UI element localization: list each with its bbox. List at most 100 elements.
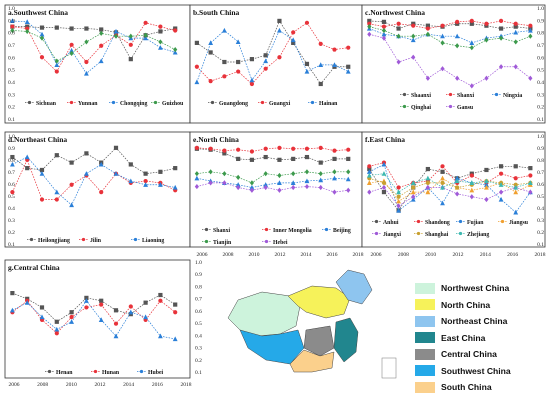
data-point xyxy=(249,77,255,83)
panel-b-south-china: b.South China Guangdong Guangxi Hainan xyxy=(189,4,363,124)
data-point xyxy=(345,68,351,74)
y-tick-label: 0.6 xyxy=(8,55,15,61)
data-point xyxy=(366,169,372,174)
legend-label-jilin: Jilin xyxy=(90,238,102,244)
y-tick-label: 0.9 xyxy=(8,18,15,24)
y-tick-label: 0.6 xyxy=(537,182,544,188)
data-point xyxy=(513,182,518,187)
data-point xyxy=(455,43,460,49)
data-point xyxy=(367,21,372,26)
legend-label: Northeast China xyxy=(441,316,508,327)
data-point xyxy=(469,187,475,193)
data-point xyxy=(498,26,504,31)
data-point xyxy=(528,173,533,178)
data-point xyxy=(346,156,351,162)
legend-label-chongqing: Chongqing xyxy=(120,101,147,107)
data-point xyxy=(84,39,89,45)
data-point xyxy=(158,182,163,187)
data-point xyxy=(367,31,372,37)
data-point xyxy=(263,53,268,58)
legend-label: East China xyxy=(441,332,486,343)
data-point xyxy=(222,180,227,186)
data-point xyxy=(54,69,59,74)
data-point xyxy=(113,333,119,339)
map-region-north-china xyxy=(287,285,351,319)
data-point xyxy=(367,166,372,172)
data-point xyxy=(318,184,323,191)
data-point xyxy=(513,21,518,26)
legend-marker xyxy=(93,369,98,374)
series-line-shaanxi xyxy=(369,20,531,29)
data-point xyxy=(513,64,518,70)
data-point xyxy=(513,29,519,35)
data-point xyxy=(440,180,445,185)
data-point xyxy=(54,197,59,202)
x-tick-label: 2010 xyxy=(249,252,260,258)
data-point xyxy=(128,42,133,47)
data-point xyxy=(158,29,163,34)
data-point xyxy=(10,24,15,29)
data-point xyxy=(346,147,351,152)
data-point xyxy=(396,198,401,204)
y-tick-label: 0.4 xyxy=(8,206,15,212)
data-point xyxy=(25,28,30,35)
data-point xyxy=(528,33,533,39)
data-point xyxy=(128,309,134,315)
data-point xyxy=(332,169,337,175)
panel-title: f.East China xyxy=(365,135,405,144)
data-point xyxy=(318,62,324,67)
y-tick-label: 0.2 xyxy=(8,230,15,236)
data-point xyxy=(454,178,460,184)
legend-label-guizhou: Guizhou xyxy=(162,101,184,107)
data-point xyxy=(249,180,255,186)
data-point xyxy=(24,300,30,305)
y-tick-label: 1.0 xyxy=(195,260,202,266)
legend-label-hubei: Hubei xyxy=(148,370,164,376)
legend-marker xyxy=(27,100,32,105)
data-point xyxy=(484,178,489,184)
data-point xyxy=(69,160,74,165)
data-point xyxy=(194,79,200,85)
panel-g-central-china: g.Central China Henan Hunan Hubei xyxy=(4,259,191,379)
legend-label-guangxi: Guangxi xyxy=(269,101,291,107)
map-region-northeast-china xyxy=(335,269,373,305)
data-point xyxy=(194,175,200,181)
data-point xyxy=(143,178,148,184)
data-point xyxy=(381,184,387,191)
y-tick-label: 0.1 xyxy=(537,117,544,123)
data-point xyxy=(440,33,445,39)
data-point xyxy=(425,31,430,37)
data-point xyxy=(69,202,74,208)
x-tick-label: 2018 xyxy=(181,382,192,388)
data-point xyxy=(194,40,199,45)
data-point xyxy=(54,153,59,158)
data-point xyxy=(440,66,445,72)
panel-title: b.South China xyxy=(193,8,240,17)
data-point xyxy=(24,19,30,24)
series-line-liaoning xyxy=(12,156,176,206)
data-point xyxy=(411,185,416,190)
data-point xyxy=(425,23,430,28)
data-point xyxy=(513,164,518,169)
data-point xyxy=(128,57,133,62)
data-point xyxy=(25,26,30,31)
y-tick-label: 0.8 xyxy=(537,158,544,164)
data-point xyxy=(99,30,104,36)
data-point xyxy=(498,171,504,176)
series-line-hunan xyxy=(12,300,176,334)
series-line-guangxi xyxy=(196,22,349,85)
data-point xyxy=(528,23,533,28)
data-point xyxy=(143,182,148,187)
data-point xyxy=(410,189,416,195)
series-line-gansu xyxy=(369,33,531,87)
data-point xyxy=(425,166,430,172)
data-point xyxy=(411,33,416,39)
legend-label-guangdong: Guangdong xyxy=(219,101,248,107)
data-point xyxy=(277,172,282,179)
legend-marker xyxy=(133,237,138,242)
y-tick-label: 0.9 xyxy=(537,146,544,152)
data-point xyxy=(346,45,351,50)
data-point xyxy=(84,298,89,303)
data-point xyxy=(10,307,15,313)
data-point xyxy=(10,291,15,296)
